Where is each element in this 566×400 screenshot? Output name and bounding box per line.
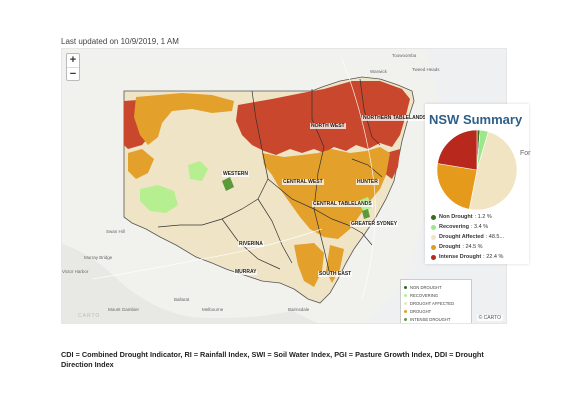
map-legend: NON DROUGHT RECOVERING DROUGHT AFFECTED … xyxy=(400,279,472,323)
map-legend-label: NON DROUGHT xyxy=(410,284,442,290)
carto-attribution-link[interactable]: © CARTO xyxy=(476,315,503,321)
map-legend-item: DROUGHT xyxy=(404,307,468,315)
map-legend-label: DROUGHT xyxy=(410,308,432,314)
summary-item-name: Drought Affected xyxy=(439,234,484,240)
summary-legend-item: Drought: 24.5 % xyxy=(431,242,504,252)
place-tweed-heads: Tweed Heads xyxy=(412,67,440,72)
legend-swatch xyxy=(404,317,407,321)
summary-item-value: 48.5... xyxy=(488,234,505,240)
place-melbourne: Melbourne xyxy=(202,307,224,312)
summary-pie-chart xyxy=(436,129,518,211)
summary-legend-item: Drought Affected: 48.5... xyxy=(431,232,504,242)
place-bairnsdale: Bairnsdale xyxy=(288,307,310,312)
legend-swatch xyxy=(404,309,407,313)
summary-swatch xyxy=(431,234,436,240)
carto-watermark: CARTO xyxy=(78,313,101,319)
map-legend-label: INTENSE DROUGHT xyxy=(410,316,451,322)
summary-swatch xyxy=(431,254,436,260)
summary-swatch xyxy=(431,214,436,220)
region-central-west[interactable]: CENTRAL WEST xyxy=(282,179,324,185)
last-updated-text: Last updated on 10/9/2019, 1 AM xyxy=(61,37,179,46)
map-legend-item: RECOVERING xyxy=(404,291,468,299)
map-legend-label: RECOVERING xyxy=(410,292,439,298)
zoom-out-button[interactable]: − xyxy=(67,67,79,80)
summary-item-value: 3.4 % xyxy=(474,224,489,230)
place-toowoomba: Toowoomba xyxy=(392,53,417,58)
region-northern-tablelands[interactable]: NORTHERN TABLELANDS xyxy=(362,115,428,121)
pie-slice-intense-drought[interactable] xyxy=(437,129,478,171)
nsw-summary-panel: NSW Summary Non Drought: 1.2 % Recoverin… xyxy=(425,104,529,264)
summary-swatch xyxy=(431,224,436,230)
summary-item-name: Non Drought xyxy=(439,214,473,220)
summary-item-value: 24.5 % xyxy=(465,244,483,250)
place-mount-gambier: Mount Gambier xyxy=(108,307,140,312)
map-legend-item: DROUGHT AFFECTED xyxy=(404,299,468,307)
summary-item-value: 22.4 % xyxy=(486,254,504,260)
map-legend-item: INTENSE DROUGHT xyxy=(404,315,468,323)
place-victor-harbor: Victor Harbor xyxy=(62,269,89,274)
zoom-control: + − xyxy=(66,53,80,81)
legend-swatch xyxy=(404,293,407,297)
for-label: For xyxy=(520,150,531,157)
region-greater-sydney[interactable]: GREATER SYDNEY xyxy=(350,221,399,227)
pie-slice-drought-affected[interactable] xyxy=(468,131,518,211)
zoom-in-button[interactable]: + xyxy=(69,54,77,66)
region-hunter[interactable]: HUNTER xyxy=(356,179,379,185)
summary-swatch xyxy=(431,244,436,250)
summary-item-value: 1.2 % xyxy=(477,214,492,220)
footnote: CDI = Combined Drought Indicator, RI = R… xyxy=(61,350,484,369)
place-swan-hill: Swan Hill xyxy=(106,229,125,234)
summary-legend-item: Intense Drought: 22.4 % xyxy=(431,252,504,262)
legend-swatch xyxy=(404,301,407,305)
summary-legend: Non Drought: 1.2 % Recovering: 3.4 % Dro… xyxy=(431,212,504,262)
region-murray[interactable]: MURRAY xyxy=(234,269,258,275)
region-western[interactable]: WESTERN xyxy=(222,171,249,177)
drought-map[interactable]: + − Toowoomba Warwick Tweed Heads Swan H… xyxy=(61,48,507,324)
region-north-west[interactable]: NORTH WEST xyxy=(310,123,346,129)
summary-item-name: Drought xyxy=(439,244,461,250)
summary-title: NSW Summary xyxy=(429,112,523,127)
map-legend-label: DROUGHT AFFECTED xyxy=(410,300,455,306)
place-ballarat: Ballarat xyxy=(174,297,190,302)
map-legend-item: NON DROUGHT xyxy=(404,283,468,291)
region-south-east[interactable]: SOUTH EAST xyxy=(318,271,353,277)
summary-legend-item: Recovering: 3.4 % xyxy=(431,222,504,232)
place-warwick: Warwick xyxy=(370,69,387,74)
legend-swatch xyxy=(404,285,407,289)
region-riverina[interactable]: RIVERINA xyxy=(238,241,264,247)
place-murray-bridge: Murray Bridge xyxy=(84,255,113,260)
summary-item-name: Recovering xyxy=(439,224,469,230)
pie-slice-drought[interactable] xyxy=(436,163,478,210)
summary-legend-item: Non Drought: 1.2 % xyxy=(431,212,504,222)
summary-item-name: Intense Drought xyxy=(439,254,482,260)
region-central-tablelands[interactable]: CENTRAL TABLELANDS xyxy=(312,201,373,207)
